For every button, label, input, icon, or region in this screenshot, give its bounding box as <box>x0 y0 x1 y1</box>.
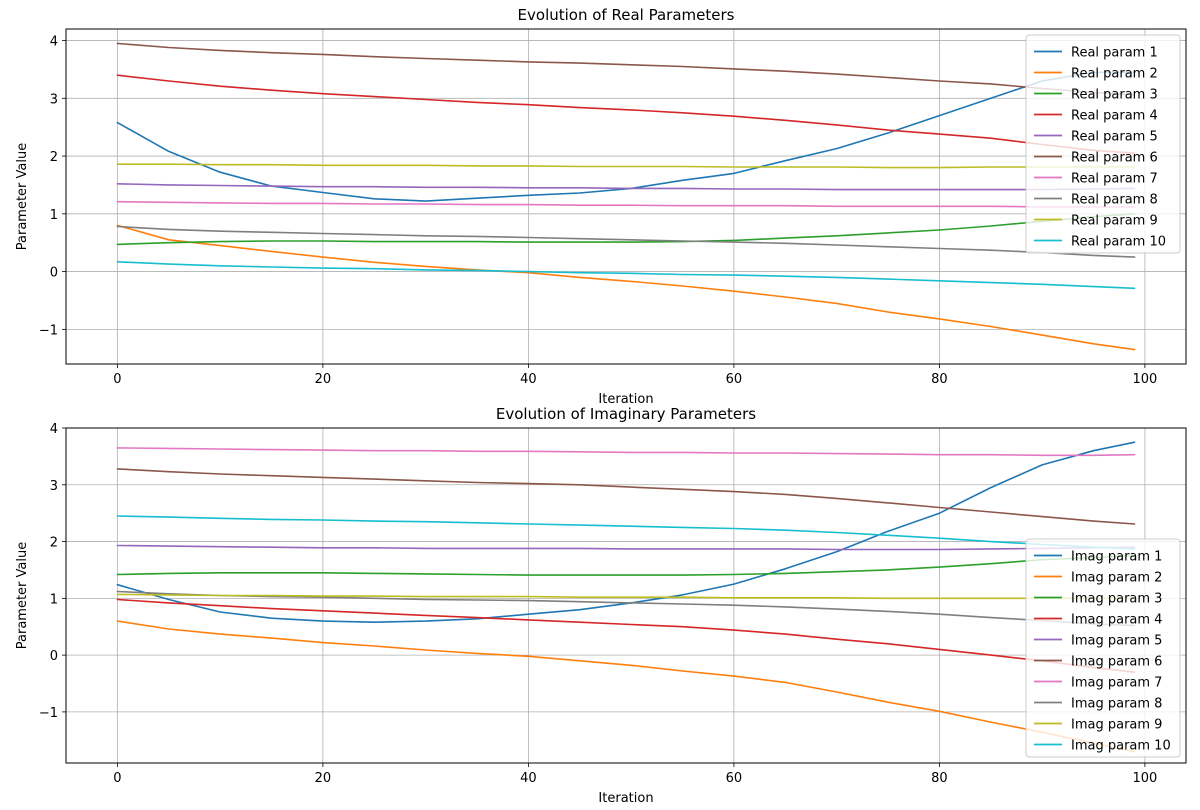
series-line-9 <box>116 593 1136 600</box>
series-line-7 <box>116 200 1136 208</box>
series-line-9 <box>116 163 1136 169</box>
axes-frame <box>65 28 1187 365</box>
x-tick-label: 40 <box>520 372 537 387</box>
legend-label: Real param 5 <box>1071 130 1158 145</box>
x-tick-label: 80 <box>931 771 948 786</box>
x-tick-label: 60 <box>726 771 743 786</box>
y-tick-label: 0 <box>50 266 58 281</box>
x-tick-label: 100 <box>1132 372 1157 387</box>
legend-label: Real param 4 <box>1071 109 1158 124</box>
x-tick-label: 60 <box>726 372 743 387</box>
x-tick-label: 80 <box>931 372 948 387</box>
series-line-4 <box>116 74 1136 154</box>
x-tick-label: 100 <box>1132 771 1157 786</box>
x-tick-label: 0 <box>113 771 121 786</box>
y-tick-label: 3 <box>50 92 58 107</box>
y-tick-label: 4 <box>50 35 58 50</box>
legend-label: Real param 3 <box>1071 88 1158 103</box>
legend: Real param 1 Real param 2 Real param 3 Real… <box>1025 34 1181 254</box>
series-line-5 <box>116 183 1136 191</box>
series-line-8 <box>116 225 1136 258</box>
x-axis-label: Iteration <box>598 392 653 407</box>
series-line-6 <box>116 468 1136 525</box>
legend: Imag param 1 Imag param 2 Imag param 3 Imag… <box>1025 538 1181 758</box>
x-axis-label: Iteration <box>598 791 653 806</box>
series-line-6 <box>116 42 1136 96</box>
legend-label: Imag param 9 <box>1071 718 1162 733</box>
series-line-5 <box>116 544 1136 551</box>
y-tick-label: 4 <box>50 422 58 437</box>
series-line-4 <box>116 598 1136 674</box>
legend-label: Imag param 8 <box>1071 697 1162 712</box>
y-tick-label: 3 <box>50 479 58 494</box>
y-tick-label: −1 <box>39 323 58 338</box>
series-group <box>116 42 1136 351</box>
x-tick-label: 40 <box>520 771 537 786</box>
legend-label: Imag param 10 <box>1071 739 1171 754</box>
y-axis-label: Parameter Value <box>15 542 30 649</box>
legend-label: Real param 9 <box>1071 214 1158 229</box>
series-group <box>116 441 1136 753</box>
x-tick-label: 0 <box>113 372 121 387</box>
legend-box <box>1025 34 1181 254</box>
series-line-10 <box>116 515 1136 550</box>
series-line-10 <box>116 260 1136 290</box>
legend-label: Imag param 3 <box>1071 592 1162 607</box>
y-axis-label: Parameter Value <box>15 143 30 250</box>
y-tick-label: 1 <box>50 208 58 223</box>
x-tick-label: 20 <box>315 771 332 786</box>
y-tick-label: −1 <box>39 706 58 721</box>
axes-frame <box>65 427 1187 764</box>
series-line-8 <box>116 590 1136 627</box>
legend-label: Real param 10 <box>1071 235 1166 250</box>
legend-label: Real param 2 <box>1071 67 1158 82</box>
legend-label: Imag param 4 <box>1071 613 1162 628</box>
legend-label: Imag param 5 <box>1071 634 1162 649</box>
series-line-3 <box>116 213 1136 246</box>
chart-title: Evolution of Imaginary Parameters <box>496 405 756 423</box>
chart-title: Evolution of Real Parameters <box>518 6 735 24</box>
y-tick-label: 1 <box>50 592 58 607</box>
legend-label: Imag param 1 <box>1071 550 1162 565</box>
legend-label: Imag param 6 <box>1071 655 1162 670</box>
series-line-2 <box>116 620 1136 753</box>
series-line-2 <box>116 224 1136 351</box>
y-tick-label: 2 <box>50 150 58 165</box>
y-tick-label: 2 <box>50 536 58 551</box>
legend-label: Real param 8 <box>1071 193 1158 208</box>
legend-box <box>1025 538 1181 758</box>
x-tick-label: 20 <box>315 372 332 387</box>
legend-label: Imag param 7 <box>1071 676 1162 691</box>
legend-label: Real param 1 <box>1071 46 1158 61</box>
series-line-3 <box>116 554 1136 576</box>
y-tick-label: 0 <box>50 649 58 664</box>
series-line-7 <box>116 447 1136 457</box>
legend-label: Real param 6 <box>1071 151 1158 166</box>
legend-label: Real param 7 <box>1071 172 1158 187</box>
legend-label: Imag param 2 <box>1071 571 1162 586</box>
